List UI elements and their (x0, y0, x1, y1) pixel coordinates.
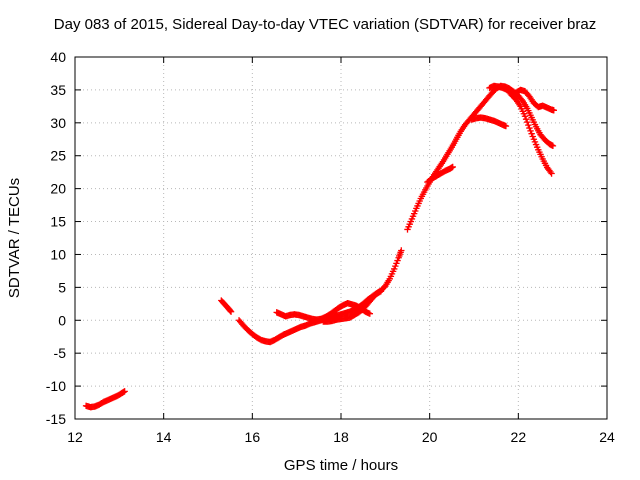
data-point (449, 163, 456, 171)
y-axis-title: SDTVAR / TECUs (6, 178, 23, 298)
y-tick-label: 15 (50, 214, 66, 230)
data-point (502, 122, 510, 130)
data-point (524, 118, 531, 126)
data-point (522, 115, 530, 123)
y-tick-label: 30 (50, 115, 66, 131)
series-arc-5 (320, 288, 385, 325)
data-point (392, 262, 399, 270)
series-arc-1 (82, 388, 128, 411)
y-tick-label: -5 (54, 345, 67, 361)
y-tick-label: 40 (50, 49, 66, 65)
chart-title: Day 083 of 2015, Sidereal Day-to-day VTE… (54, 16, 596, 33)
series-arc-8 (468, 114, 510, 130)
data-point (377, 288, 385, 295)
y-tick-label: 0 (58, 312, 66, 328)
data-point (227, 307, 234, 315)
data-point (527, 127, 534, 135)
data-point (548, 170, 555, 177)
data-point (525, 121, 532, 129)
data-point (121, 388, 128, 395)
y-tick-label: -15 (46, 411, 66, 427)
series-arc-7 (424, 163, 456, 186)
data-point (547, 168, 554, 176)
series-arc-2 (218, 297, 235, 315)
data-points (82, 82, 557, 411)
data-point (227, 308, 235, 315)
y-tick-label: -10 (46, 378, 66, 394)
x-tick-label: 16 (245, 429, 261, 445)
grid-lines (75, 57, 607, 419)
data-point (393, 260, 400, 267)
x-tick-label: 12 (67, 429, 83, 445)
y-tick-label: 20 (50, 181, 66, 197)
data-point (528, 130, 535, 137)
data-point (526, 124, 533, 132)
data-point (550, 107, 557, 114)
data-point (549, 142, 557, 150)
data-point (376, 288, 383, 296)
series-arc-9 (486, 82, 555, 177)
x-tick-label: 24 (599, 429, 615, 445)
x-tick-label: 20 (422, 429, 438, 445)
y-tick-label: 25 (50, 148, 66, 164)
data-point (529, 133, 536, 140)
x-axis-title: GPS time / hours (284, 457, 398, 474)
data-point (394, 257, 401, 264)
data-point (398, 247, 405, 254)
x-tick-label: 22 (511, 429, 527, 445)
y-tick-label: 35 (50, 82, 66, 98)
axis-ticks: 12 14 16 18 20 22 24 -15 -10 -5 0 5 10 15 20 25 30 35 40 (46, 49, 615, 445)
x-tick-label: 18 (333, 429, 349, 445)
y-tick-label: 5 (58, 279, 66, 295)
x-tick-label: 14 (156, 429, 172, 445)
data-point (391, 265, 398, 273)
data-point (366, 310, 374, 317)
series-arc-4 (273, 299, 374, 323)
series-arc-10 (512, 86, 557, 114)
data-point (521, 113, 529, 120)
y-tick-label: 10 (50, 246, 66, 262)
